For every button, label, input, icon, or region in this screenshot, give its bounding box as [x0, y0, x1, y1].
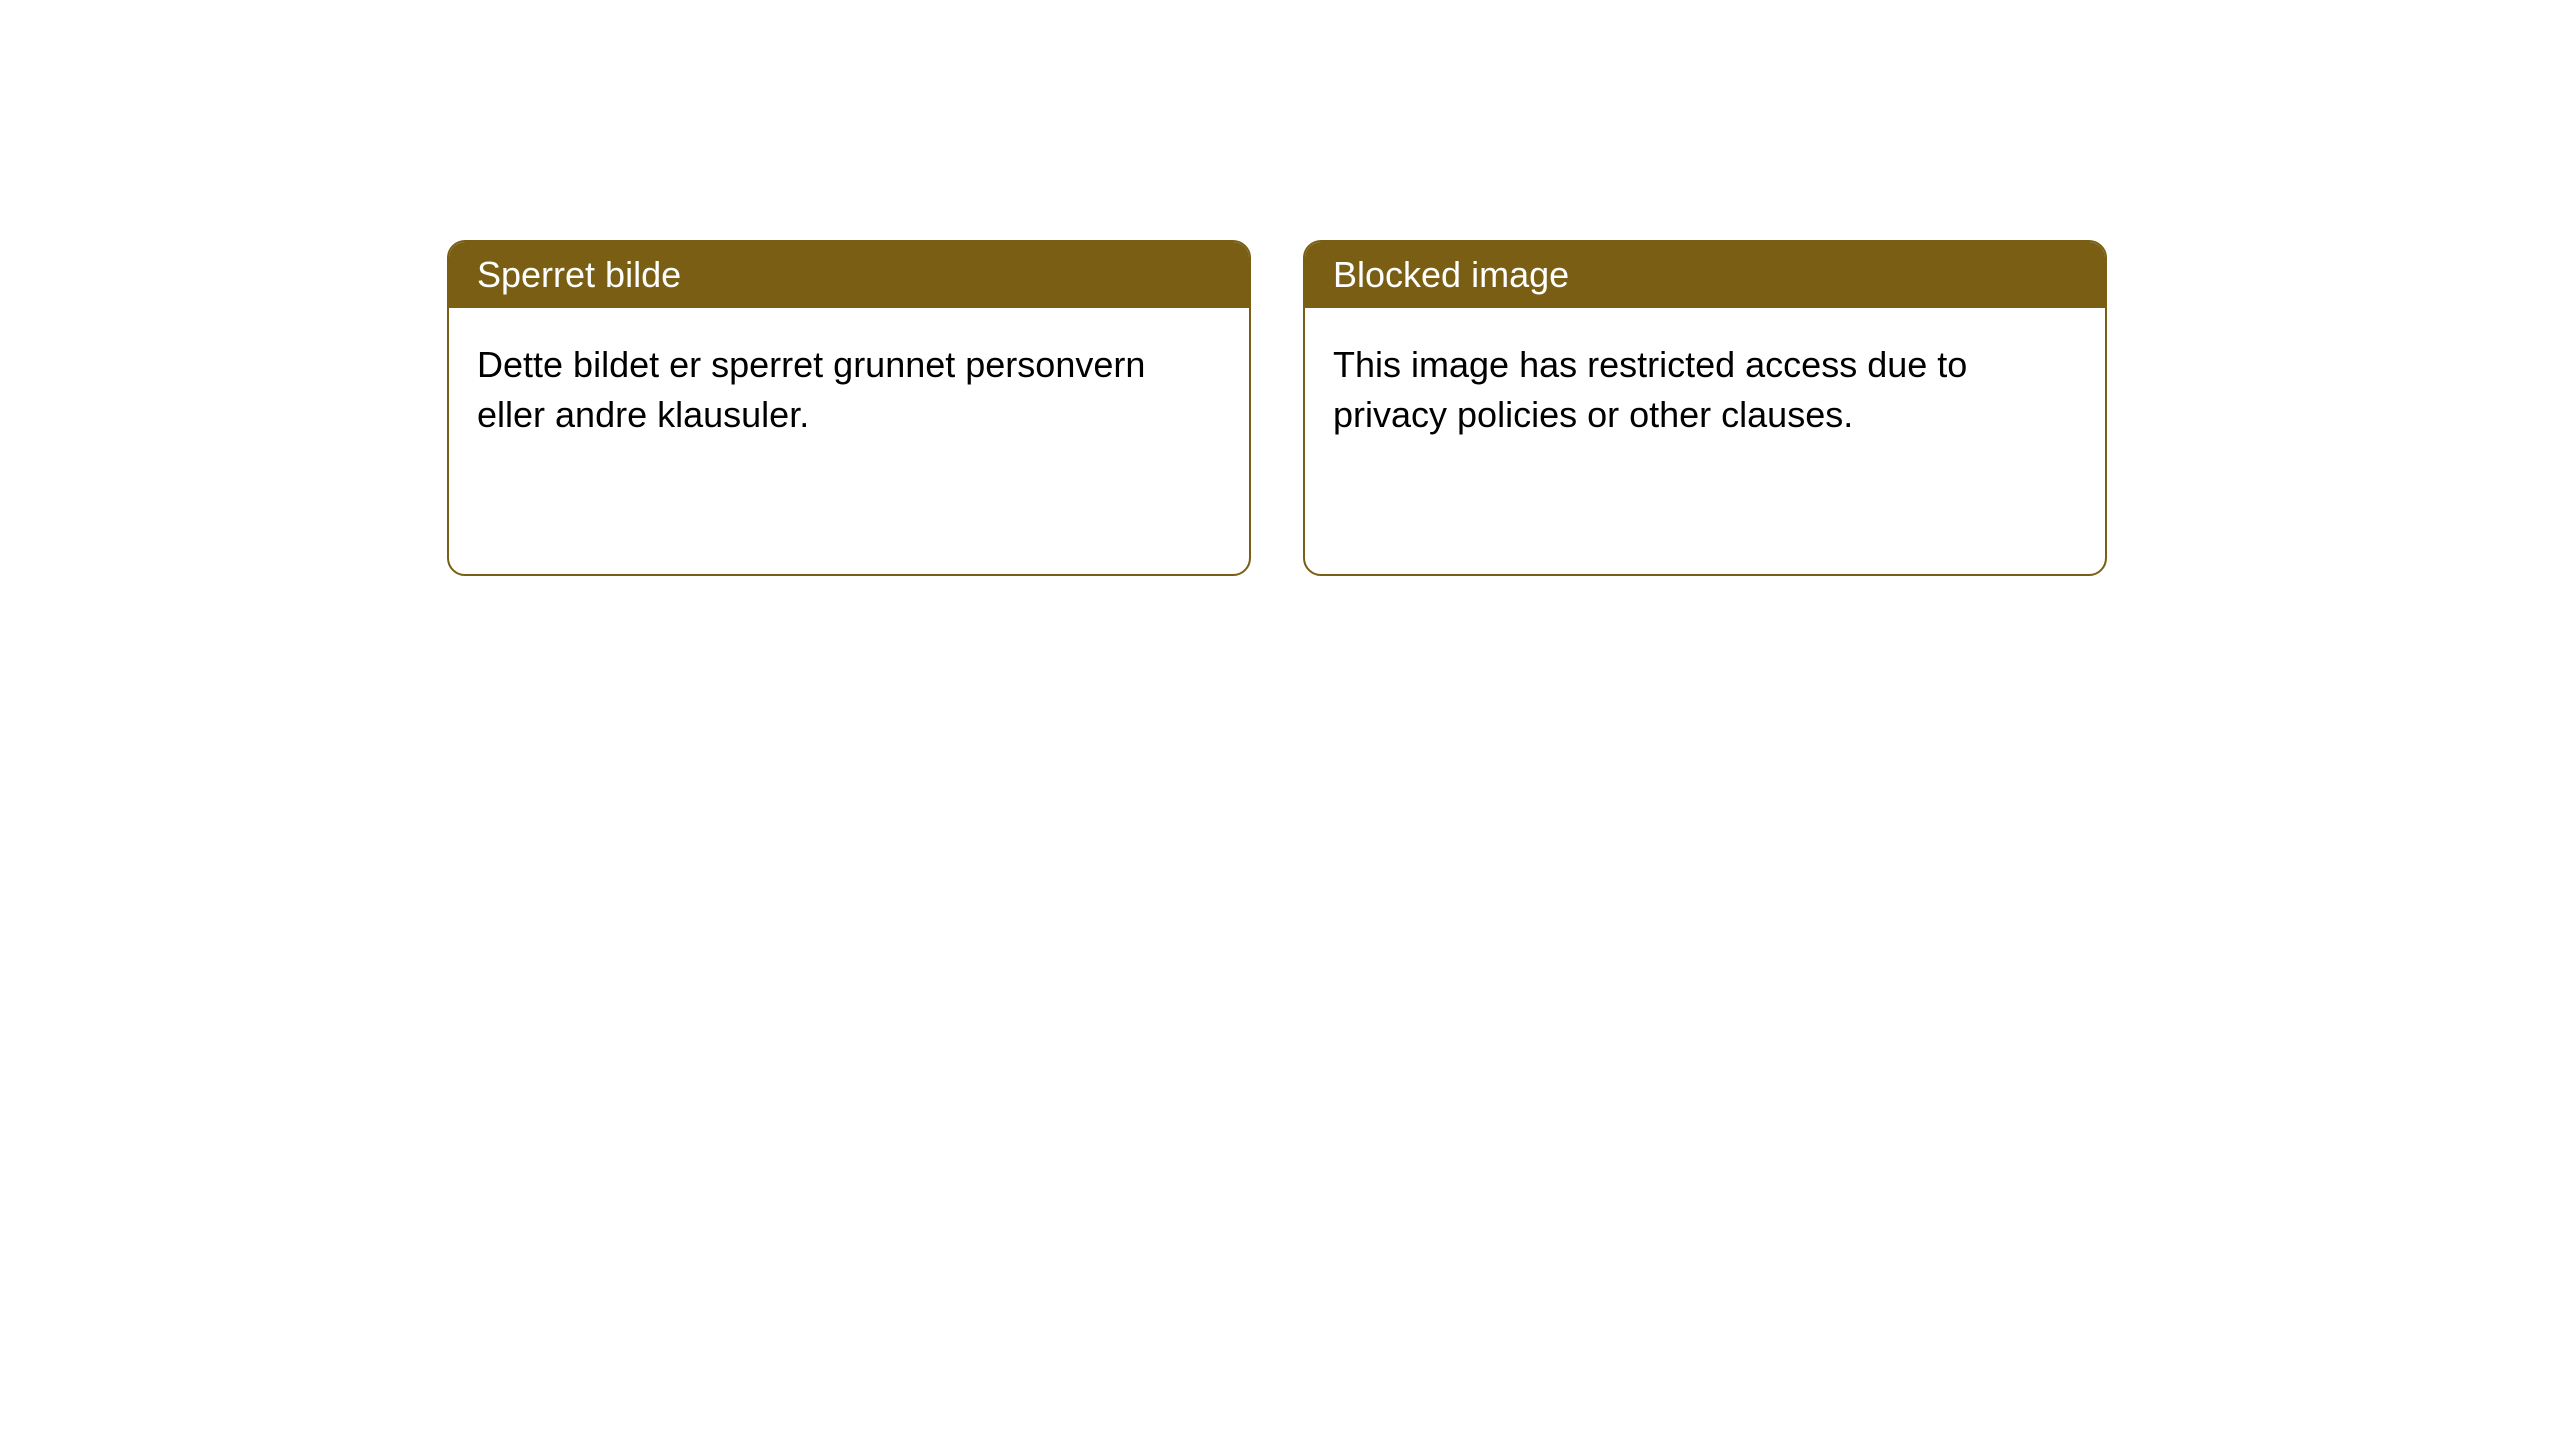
notice-container: Sperret bilde Dette bildet er sperret gr…	[0, 0, 2560, 576]
blocked-image-card-no: Sperret bilde Dette bildet er sperret gr…	[447, 240, 1251, 576]
card-header: Sperret bilde	[449, 242, 1249, 308]
blocked-image-card-en: Blocked image This image has restricted …	[1303, 240, 2107, 576]
card-title: Sperret bilde	[477, 254, 681, 295]
card-body-text: This image has restricted access due to …	[1333, 344, 1967, 435]
card-body-text: Dette bildet er sperret grunnet personve…	[477, 344, 1145, 435]
card-body: Dette bildet er sperret grunnet personve…	[449, 308, 1249, 473]
card-body: This image has restricted access due to …	[1305, 308, 2105, 473]
card-title: Blocked image	[1333, 254, 1569, 295]
card-header: Blocked image	[1305, 242, 2105, 308]
